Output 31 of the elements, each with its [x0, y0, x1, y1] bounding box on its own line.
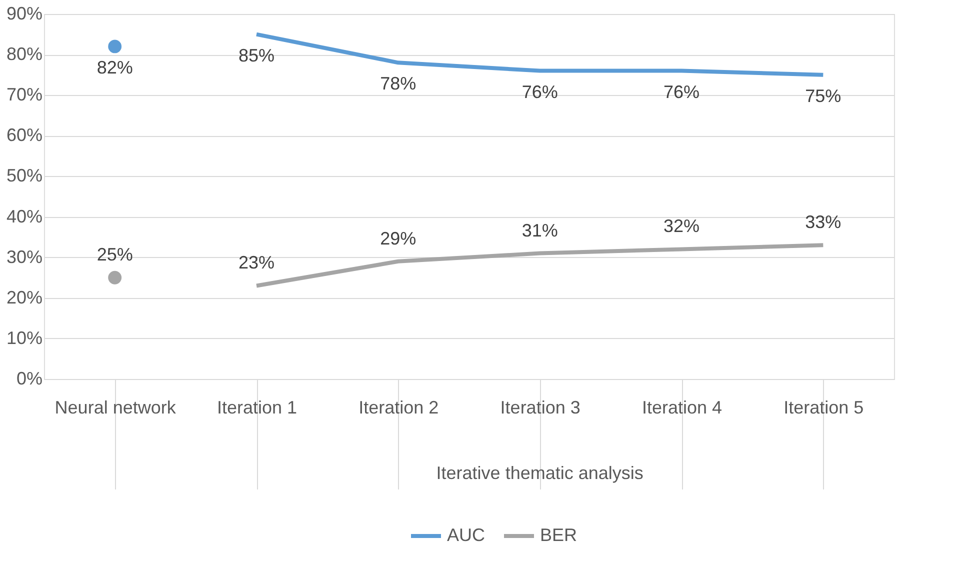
- data-label: 76%: [522, 82, 558, 102]
- text: Iterative thematic analysis: [436, 463, 644, 483]
- data-label: 31%: [522, 220, 558, 240]
- y-tick-label: 40%: [6, 206, 42, 226]
- x-tick-label: Iteration 4: [642, 398, 722, 418]
- data-label: 76%: [663, 82, 700, 102]
- y-tick-label: 60%: [6, 125, 42, 146]
- y-tick-label: 70%: [6, 84, 42, 105]
- y-tick-label: 10%: [6, 328, 42, 348]
- data-label: 29%: [380, 228, 416, 248]
- y-tick-label: 30%: [6, 246, 42, 267]
- x-tick-label: Neural network: [54, 398, 177, 418]
- data-label: 75%: [805, 86, 842, 106]
- data-label: 78%: [380, 74, 416, 94]
- data-label: 85%: [238, 45, 275, 66]
- x-tick-label: Iteration 2: [358, 398, 439, 418]
- y-tick-label: 80%: [6, 44, 42, 64]
- legend-label: AUC: [447, 525, 486, 545]
- data-label: 25%: [96, 244, 133, 265]
- x-tick-label: Iteration 5: [784, 398, 864, 418]
- x-tick-label: Iteration 3: [500, 398, 580, 418]
- y-tick-label: 20%: [6, 287, 42, 308]
- y-tick-label: 90%: [6, 4, 42, 24]
- data-label: 23%: [238, 252, 275, 273]
- data-label: 33%: [805, 212, 842, 232]
- x-tick-label: Iteration 1: [216, 398, 298, 418]
- data-label: 32%: [663, 216, 700, 236]
- legend-label: BER: [540, 525, 578, 545]
- y-tick-label: 0%: [16, 368, 42, 388]
- y-tick-label: 50%: [6, 166, 42, 186]
- data-label: 82%: [96, 57, 133, 78]
